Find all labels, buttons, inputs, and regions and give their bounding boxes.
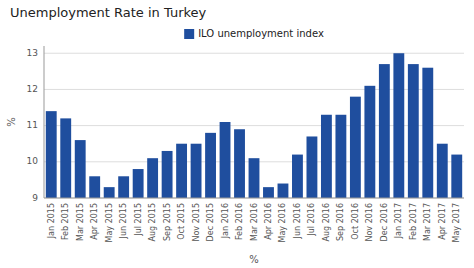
y-axis-label: % [6,117,17,127]
bar [46,111,57,198]
x-tick-label: Apr 2015 [90,203,99,240]
x-tick-label: Jul 2016 [307,203,316,237]
bar [335,115,346,198]
grid [44,53,464,198]
x-tick-label: Mar 2017 [423,203,432,241]
bar [147,158,158,198]
bar [379,64,390,198]
x-tick-label: Aug 2016 [322,203,331,242]
x-tick-label: Feb 2017 [409,203,418,240]
bar [408,64,419,198]
legend-label: ILO unemployment index [198,28,324,39]
bar [422,68,433,198]
bar [162,151,173,198]
bar [249,158,260,198]
x-tick-label: Feb 2016 [235,203,244,240]
bar [220,122,231,198]
bar [191,144,202,198]
bar [350,97,361,198]
x-axis-line [44,198,464,199]
title: Unemployment Rate in Turkey [10,5,207,20]
bar [321,115,332,198]
x-axis-label: % [249,254,259,265]
x-tick-label: Aug 2015 [148,203,157,242]
y-axis-line [44,46,45,198]
bar [451,155,462,198]
x-tick-label: Sep 2015 [163,203,172,241]
bar [104,187,115,198]
y-tick-label: 10 [27,156,39,166]
bar [234,129,245,198]
x-tick-label: Mar 2016 [250,203,259,241]
bar [437,144,448,198]
x-tick-label: Jun 2015 [119,203,128,239]
bar [393,53,404,198]
bar [133,169,144,198]
bar [118,176,129,198]
x-tick-label: Apr 2017 [438,203,447,240]
bar [176,144,187,198]
x-tick-label: Jul 2015 [134,203,143,237]
x-tick-label: Jun 2016 [293,203,302,239]
bar [307,136,318,198]
x-tick-label: Jan 2017 [394,203,403,239]
x-tick-label: May 2015 [105,203,114,242]
y-tick-label: 13 [27,48,38,58]
y-tick-label: 9 [32,193,38,203]
legend-swatch [184,29,194,39]
x-tick-label: Nov 2016 [365,203,374,242]
x-tick-label: Feb 2015 [61,203,70,240]
x-tick-label: Oct 2015 [177,203,186,240]
bar [263,187,274,198]
bar [89,176,100,198]
bar [60,118,71,198]
x-tick-label: Oct 2016 [351,203,360,240]
y-tick-label: 11 [27,120,38,130]
grid-line [44,198,464,199]
x-tick-label: Dec 2015 [206,203,215,241]
x-tick-label: May 2016 [278,203,287,242]
y-tick-label: 12 [27,84,38,94]
x-tick-label: Mar 2015 [76,203,85,241]
x-tick-label: Sep 2016 [336,203,345,241]
x-tick-label: Jan 2016 [221,203,230,239]
bar [292,155,303,198]
x-tick-label: Dec 2016 [380,203,389,241]
x-tick-label: Apr 2016 [264,203,273,240]
chart: Unemployment Rate in Turkey 9 10 11 12 13 Jan … [0,0,474,268]
bars [46,53,462,198]
x-tick-label: Nov 2015 [192,203,201,242]
bar [364,86,375,198]
bar [75,140,86,198]
legend: ILO unemployment index [184,28,324,39]
bar [205,133,216,198]
bar [278,184,289,198]
x-tick-label: Jan 2015 [47,203,56,239]
x-tick-label: May 2017 [452,203,461,242]
